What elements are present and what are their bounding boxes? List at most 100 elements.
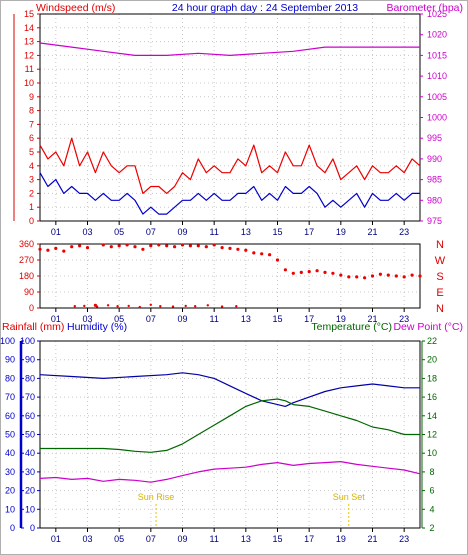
humidity-tick-label: 0 [30,523,35,533]
wind-direction-point [101,243,105,247]
sun-event-label: Sun Set [333,492,366,502]
rainfall-tick-label: 40 [5,448,15,458]
climate-xtick-label: 19 [336,534,346,544]
barometer-tick-label: 995 [427,133,442,143]
climate-xtick-label: 17 [304,534,314,544]
wind-direction-point [141,247,145,251]
wind-direction-point [228,246,232,250]
climate-xtick-label: 23 [399,534,409,544]
wind-direction-point [194,305,197,308]
humidity-tick-label: 20 [25,486,35,496]
barometer-tick-label: 1015 [427,50,447,60]
wind-direction-point [268,253,272,257]
climate-xtick-label: 01 [51,534,61,544]
windspeed-tick-label: 10 [24,78,34,88]
climate-panel: Rainfall (mm) Humidity (%) Temperature (… [0,321,463,544]
rainfall-tick-label: 70 [5,392,15,402]
wind-direction-point [188,244,192,248]
wind-direction-point [117,244,121,248]
temperature-axis-title: Temperature (°C) [311,321,392,333]
wind-direction-point [149,244,153,248]
wind-direction-point [138,305,141,309]
climate-xtick-label: 13 [241,534,251,544]
sun-event-label: Sun Rise [138,492,175,502]
wind-direction-point [73,305,77,308]
temperature-tick-label: 18 [427,373,437,383]
wind-direction-point [235,305,238,308]
wind-direction-point [212,243,216,247]
direction-xtick-label: 11 [209,314,218,324]
rainfall-tick-label: 100 [0,336,15,346]
temperature-tick-label: 4 [429,504,434,514]
wind-direction-point [206,304,209,307]
wind-direction-point [291,271,295,275]
direction-xtick-label: 19 [336,314,346,324]
climate-xtick-label: 03 [82,534,92,544]
wind-direction-point [347,275,351,279]
direction-tick-label: 0 [29,303,34,313]
wind-direction-point [70,245,74,249]
wind-direction-point [323,270,327,274]
temperature-tick-label: 6 [429,486,434,496]
barometer-line [39,42,420,57]
rainfall-tick-label: 20 [5,486,15,496]
humidity-tick-label: 40 [25,448,35,458]
wind-direction-point [54,246,58,250]
humidity-tick-label: 70 [25,392,35,402]
wind-direction-point [355,275,359,279]
wind-direction-point [402,275,406,279]
wind-direction-point [283,268,287,272]
direction-tick-label: 360 [19,239,34,249]
wind-direction-point [394,274,398,278]
temperature-tick-label: 14 [427,411,437,421]
wind-direction-point [46,248,50,252]
wind-direction-point [260,252,264,256]
direction-xtick-label: 03 [82,314,92,324]
direction-xtick-label: 17 [304,314,314,324]
humidity-line [39,372,420,407]
barometer-tick-label: 990 [427,154,442,164]
barometer-tick-label: 1025 [427,9,447,19]
direction-xtick-label: 13 [241,314,251,324]
wind-direction-point [236,247,240,251]
wind-direction-point [159,305,162,308]
wind-panel: Windspeed (m/s) 24 hour graph day : 24 S… [13,2,463,237]
wind-xtick-label: 07 [146,227,156,237]
windspeed-tick-label: 4 [29,161,34,171]
direction-tick-label: 270 [19,255,34,265]
windspeed-tick-label: 9 [29,92,34,102]
wind-direction-point [149,303,152,306]
direction-xtick-label: 07 [146,314,156,324]
wind-direction-point [370,274,375,278]
windspeed-tick-label: 7 [29,119,34,129]
windspeed-tick-label: 12 [24,50,34,60]
wind-direction-point [133,245,137,249]
dew-point-line [39,461,421,483]
wind-direction-point [95,305,99,308]
wind-direction-point [299,270,303,274]
windspeed-tick-label: 14 [24,23,34,33]
compass-label: N [436,303,444,315]
wind-direction-point [378,272,382,276]
rainfall-tick-label: 90 [5,355,15,365]
wind-xtick-label: 21 [367,227,377,237]
wind-gust-line [39,137,421,194]
wind-direction-point [196,244,200,248]
temperature-tick-label: 16 [427,392,437,402]
graph-title: 24 hour graph day : 24 September 2013 [172,2,358,14]
compass-label: S [436,271,443,283]
wind-direction-point [339,273,343,277]
wind-direction-point [165,244,169,248]
wind-xtick-label: 11 [209,227,218,237]
humidity-tick-label: 100 [20,336,35,346]
direction-xtick-label: 21 [367,314,377,324]
humidity-tick-label: 90 [25,355,35,365]
barometer-tick-label: 985 [427,175,442,185]
wind-direction-point [184,304,187,308]
windspeed-tick-label: 2 [29,188,34,198]
windspeed-tick-label: 0 [29,216,34,226]
wind-xtick-label: 13 [241,227,251,237]
direction-xtick-label: 01 [51,314,61,324]
